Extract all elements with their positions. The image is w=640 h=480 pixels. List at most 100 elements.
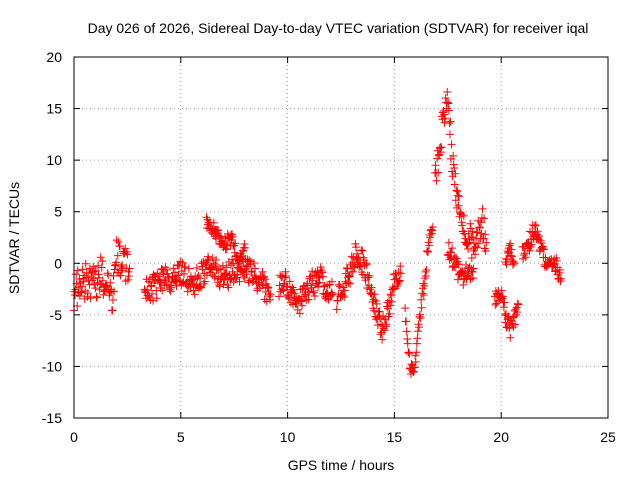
data-point (548, 261, 557, 270)
data-point (123, 250, 132, 259)
data-point (262, 297, 271, 306)
data-point (302, 296, 311, 305)
data-point (105, 288, 114, 297)
data-point (369, 295, 378, 304)
data-point (526, 227, 535, 236)
data-point (289, 285, 298, 294)
data-point (113, 251, 122, 260)
data-point (240, 273, 249, 282)
data-point (210, 272, 219, 281)
y-tick-label: 0 (54, 255, 62, 271)
data-point (225, 274, 234, 283)
data-point (192, 264, 201, 273)
data-point (351, 243, 360, 252)
data-point (327, 288, 336, 297)
data-point (78, 265, 87, 274)
data-point (249, 259, 258, 268)
data-point (499, 303, 508, 312)
data-point (178, 258, 187, 267)
y-axis-tick-labels: 20 15 10 5 0 -5 -10 -15 (42, 49, 62, 426)
data-point (251, 264, 260, 273)
data-point (357, 246, 366, 255)
data-point (387, 297, 396, 306)
data-point (261, 287, 270, 296)
data-point (481, 246, 490, 255)
data-point (304, 288, 313, 297)
data-point (251, 274, 260, 283)
data-point (531, 228, 540, 237)
data-point (475, 223, 484, 232)
data-point (422, 247, 431, 256)
data-point (454, 201, 463, 210)
data-point (79, 277, 88, 286)
data-point (393, 282, 402, 291)
data-point (166, 287, 175, 296)
data-point (468, 273, 477, 282)
x-tick-label: 5 (177, 429, 185, 445)
data-point (218, 261, 227, 270)
data-point (118, 261, 127, 270)
data-point (147, 289, 156, 298)
y-tick-label: -5 (50, 307, 63, 323)
data-point (235, 277, 244, 286)
data-point (74, 283, 83, 292)
data-point (366, 289, 375, 298)
data-point (259, 281, 268, 290)
data-point (527, 240, 536, 249)
data-point (555, 265, 564, 274)
data-point (520, 249, 529, 258)
data-point (115, 242, 124, 251)
data-point (477, 229, 486, 238)
data-point (531, 220, 540, 229)
data-point (345, 272, 354, 281)
data-point (340, 286, 349, 295)
data-point (503, 315, 512, 324)
data-point (125, 264, 134, 273)
y-tick-label: 20 (46, 49, 62, 65)
data-point (473, 243, 482, 252)
data-point (104, 271, 113, 280)
data-point (436, 148, 445, 157)
data-point (514, 300, 523, 309)
data-point (444, 99, 453, 108)
data-point (396, 262, 405, 271)
data-point (265, 295, 274, 304)
data-point (219, 280, 228, 289)
data-point (533, 227, 542, 236)
data-point (366, 288, 375, 297)
y-tick-label: 5 (54, 204, 62, 220)
data-point (211, 260, 220, 269)
data-point (167, 283, 176, 292)
data-point (532, 230, 541, 239)
data-point (264, 283, 273, 292)
data-point (158, 286, 167, 295)
data-point (112, 236, 121, 245)
data-point (463, 240, 472, 249)
data-point (444, 106, 453, 115)
data-point (318, 272, 327, 281)
data-point (154, 272, 163, 281)
data-point (396, 269, 405, 278)
data-point (395, 277, 404, 286)
data-point (243, 255, 252, 264)
data-point (522, 239, 531, 248)
data-point (402, 317, 411, 326)
data-point (71, 290, 80, 299)
data-point (214, 231, 223, 240)
data-point (315, 278, 324, 287)
data-point (511, 320, 520, 329)
data-point (507, 245, 516, 254)
data-point (347, 252, 356, 261)
data-point (86, 294, 95, 303)
data-point (428, 223, 437, 232)
data-point (453, 191, 462, 200)
data-point (431, 161, 440, 170)
data-point (458, 221, 467, 230)
data-point (451, 196, 460, 205)
data-point (327, 277, 336, 286)
data-point (281, 267, 290, 276)
y-tick-label: 10 (46, 152, 62, 168)
data-point (91, 284, 100, 293)
data-point (450, 180, 459, 189)
data-point (376, 330, 385, 339)
